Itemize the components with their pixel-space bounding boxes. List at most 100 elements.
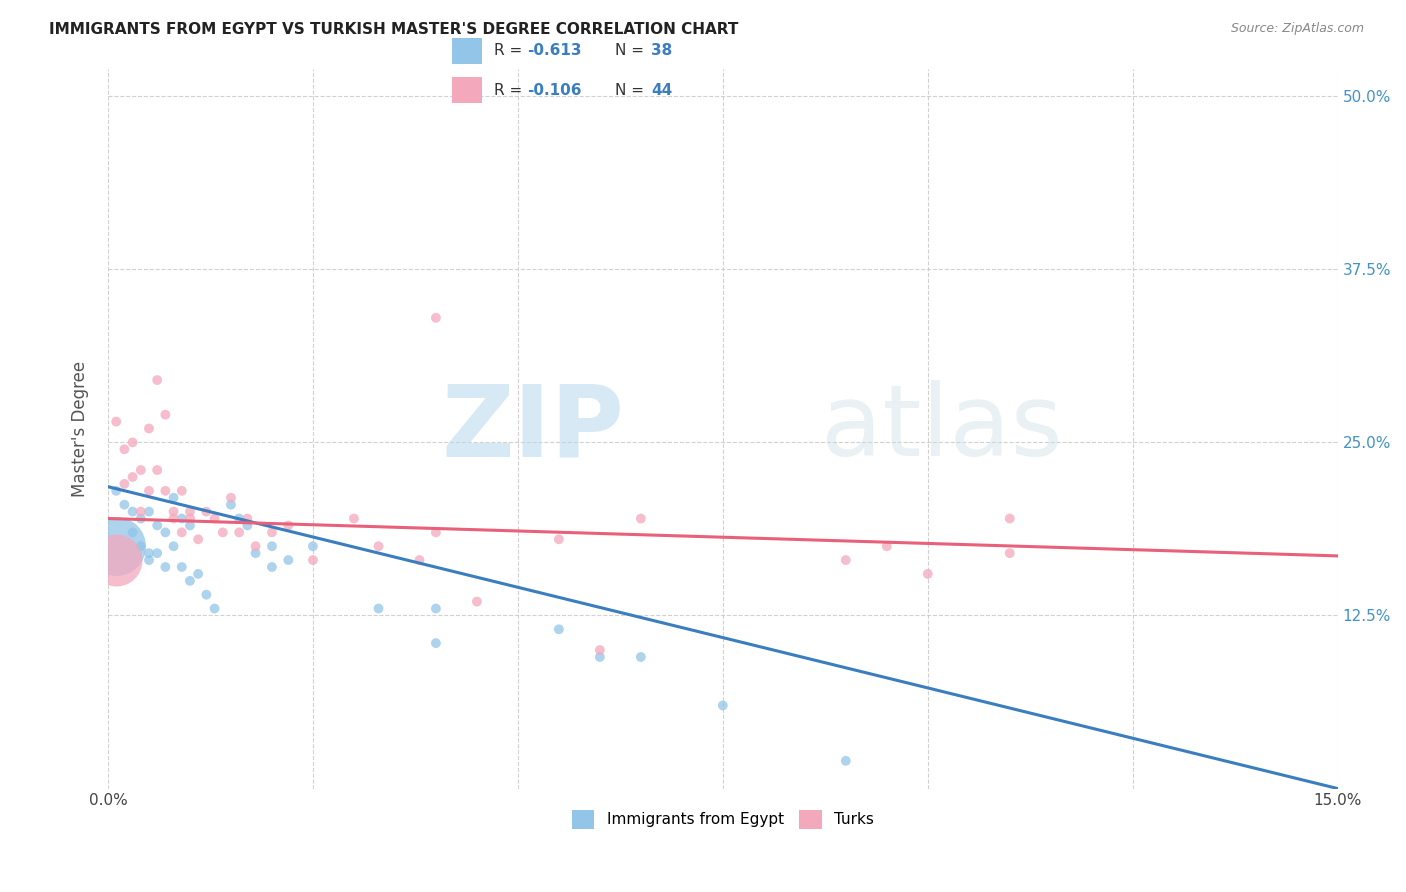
Text: Source: ZipAtlas.com: Source: ZipAtlas.com — [1230, 22, 1364, 36]
Point — [170, 511, 193, 525]
Point — [105, 483, 128, 498]
Point — [302, 553, 325, 567]
Point — [146, 518, 169, 533]
Text: R =: R = — [495, 83, 527, 97]
Point — [277, 518, 299, 533]
Point — [121, 435, 143, 450]
Point — [835, 754, 858, 768]
Point — [170, 483, 193, 498]
Y-axis label: Master's Degree: Master's Degree — [72, 360, 89, 497]
Point — [277, 553, 299, 567]
Point — [112, 442, 135, 457]
Text: ZIP: ZIP — [441, 380, 624, 477]
Point — [162, 539, 184, 553]
Point — [129, 463, 152, 477]
Point — [179, 574, 201, 588]
Point — [245, 539, 267, 553]
Point — [219, 498, 242, 512]
Point — [121, 505, 143, 519]
Bar — [451, 37, 482, 64]
Point — [121, 470, 143, 484]
Point — [179, 505, 201, 519]
Point — [170, 525, 193, 540]
Text: 38: 38 — [651, 44, 672, 58]
Point — [245, 546, 267, 560]
Point — [204, 511, 226, 525]
Point — [465, 594, 488, 608]
Point — [112, 476, 135, 491]
Point — [138, 553, 160, 567]
Bar — [451, 77, 482, 103]
Point — [425, 636, 447, 650]
Point — [187, 566, 209, 581]
Point — [162, 491, 184, 505]
Point — [138, 546, 160, 560]
Point — [302, 539, 325, 553]
Point — [228, 511, 250, 525]
Point — [219, 491, 242, 505]
Point — [211, 525, 233, 540]
Point — [343, 511, 366, 525]
Point — [589, 643, 612, 657]
Point — [408, 553, 430, 567]
Point — [179, 518, 201, 533]
Point — [195, 588, 218, 602]
Point — [121, 525, 143, 540]
Text: IMMIGRANTS FROM EGYPT VS TURKISH MASTER'S DEGREE CORRELATION CHART: IMMIGRANTS FROM EGYPT VS TURKISH MASTER'… — [49, 22, 738, 37]
Point — [170, 560, 193, 574]
Point — [129, 539, 152, 553]
Point — [204, 601, 226, 615]
Point — [105, 539, 128, 553]
Legend: Immigrants from Egypt, Turks: Immigrants from Egypt, Turks — [565, 804, 880, 835]
Text: N =: N = — [616, 44, 650, 58]
Point — [630, 511, 652, 525]
Point — [236, 518, 259, 533]
Point — [195, 505, 218, 519]
Point — [105, 415, 128, 429]
Point — [998, 511, 1021, 525]
Point — [711, 698, 734, 713]
Point — [917, 566, 939, 581]
Text: R =: R = — [495, 44, 527, 58]
Point — [155, 408, 177, 422]
Point — [835, 553, 858, 567]
Point — [162, 511, 184, 525]
Point — [146, 546, 169, 560]
Point — [138, 505, 160, 519]
Point — [138, 483, 160, 498]
Point — [138, 421, 160, 435]
Point — [105, 553, 128, 567]
Point — [146, 463, 169, 477]
Point — [162, 505, 184, 519]
Point — [630, 650, 652, 665]
Text: -0.613: -0.613 — [527, 44, 582, 58]
Point — [187, 533, 209, 547]
Text: 44: 44 — [651, 83, 672, 97]
Point — [179, 511, 201, 525]
Text: atlas: atlas — [821, 380, 1063, 477]
Point — [129, 505, 152, 519]
Point — [236, 511, 259, 525]
Point — [547, 533, 569, 547]
Point — [155, 560, 177, 574]
Point — [547, 622, 569, 636]
Point — [228, 525, 250, 540]
Point — [155, 483, 177, 498]
Point — [998, 546, 1021, 560]
Point — [425, 601, 447, 615]
Point — [129, 511, 152, 525]
Point — [112, 498, 135, 512]
Point — [589, 650, 612, 665]
Point — [146, 373, 169, 387]
Point — [155, 525, 177, 540]
Point — [367, 539, 389, 553]
Point — [367, 601, 389, 615]
Point — [425, 525, 447, 540]
Point — [260, 525, 283, 540]
Point — [260, 560, 283, 574]
Text: N =: N = — [616, 83, 650, 97]
Point — [425, 310, 447, 325]
Point — [876, 539, 898, 553]
Text: -0.106: -0.106 — [527, 83, 582, 97]
Point — [260, 539, 283, 553]
